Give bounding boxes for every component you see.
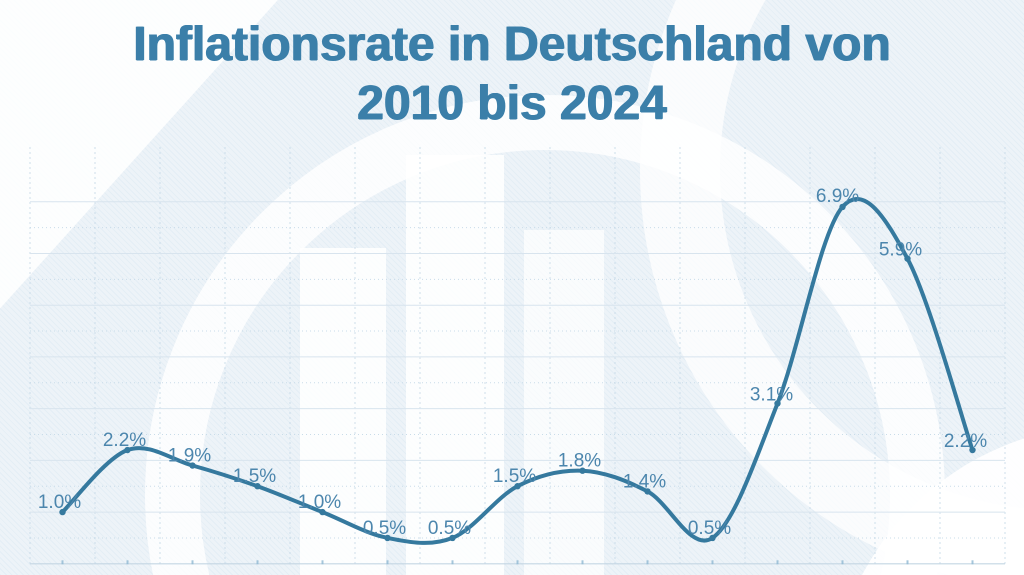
data-label: 0.5% bbox=[688, 518, 731, 539]
data-point-marker bbox=[189, 462, 196, 469]
data-label: 1.4% bbox=[623, 471, 666, 492]
data-label: 1.0% bbox=[298, 492, 341, 513]
inflation-line-series bbox=[60, 197, 975, 545]
data-point-marker bbox=[644, 488, 651, 495]
x-axis-tick bbox=[711, 560, 714, 565]
x-axis-tick bbox=[191, 560, 194, 565]
x-axis-tick bbox=[61, 560, 64, 565]
data-label: 1.5% bbox=[233, 466, 276, 487]
x-axis-tick bbox=[971, 560, 974, 565]
data-label: 0.5% bbox=[428, 518, 471, 539]
data-label: 5.9% bbox=[879, 240, 922, 261]
data-point-marker bbox=[319, 508, 326, 516]
data-point-marker bbox=[839, 203, 846, 211]
x-axis-tick bbox=[451, 560, 454, 565]
data-label: 3.1% bbox=[750, 385, 793, 406]
watermark-bar-column-icon bbox=[406, 155, 504, 575]
data-point-marker bbox=[449, 534, 456, 542]
x-axis-tick bbox=[581, 560, 584, 565]
data-point-marker bbox=[904, 255, 911, 262]
data-point-marker bbox=[969, 446, 976, 454]
x-axis-tick bbox=[126, 560, 129, 565]
x-axis-tick bbox=[776, 560, 779, 565]
x-axis-tick bbox=[646, 560, 649, 565]
x-axis-tick bbox=[321, 560, 324, 565]
data-label: 6.9% bbox=[816, 186, 859, 207]
chart-title-line1: Inflationsrate in Deutschland von bbox=[133, 18, 891, 71]
data-label: 1.0% bbox=[38, 492, 81, 513]
data-label: 2.2% bbox=[103, 430, 146, 451]
chart-title-line2: 2010 bis 2024 bbox=[357, 76, 667, 130]
chart-title: Inflationsrate in Deutschland von 2010 b… bbox=[0, 16, 1024, 133]
x-axis-tick bbox=[256, 560, 259, 565]
data-point-marker bbox=[514, 483, 521, 490]
data-label: 2.2% bbox=[944, 431, 987, 452]
data-point-marker bbox=[124, 446, 131, 454]
data-point-marker bbox=[709, 534, 716, 542]
watermark-bar-column-icon bbox=[524, 230, 604, 575]
data-label: 1.9% bbox=[168, 446, 211, 467]
x-axis-tick bbox=[841, 560, 844, 565]
data-point-marker bbox=[254, 483, 261, 490]
data-label: 1.5% bbox=[493, 466, 536, 487]
data-point-marker bbox=[579, 467, 586, 474]
x-axis-tick bbox=[516, 560, 519, 565]
data-point-marker bbox=[59, 508, 66, 516]
x-axis-tick bbox=[906, 560, 909, 565]
data-point-marker bbox=[384, 534, 391, 542]
x-axis-tick bbox=[386, 560, 389, 565]
data-label: 1.8% bbox=[558, 451, 601, 472]
data-point-marker bbox=[774, 400, 781, 407]
data-label: 0.5% bbox=[363, 518, 406, 539]
